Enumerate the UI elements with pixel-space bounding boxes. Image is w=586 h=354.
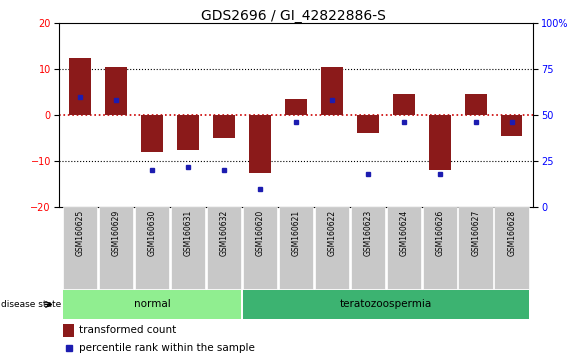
Text: GSM160629: GSM160629 — [112, 210, 121, 256]
Bar — [423, 207, 457, 289]
Text: GSM160631: GSM160631 — [183, 210, 193, 256]
Text: normal: normal — [134, 299, 171, 309]
Bar — [69, 57, 91, 115]
Text: GSM160625: GSM160625 — [76, 210, 84, 256]
Text: GDS2696 / GI_42822886-S: GDS2696 / GI_42822886-S — [200, 9, 386, 23]
Bar — [315, 207, 349, 289]
Text: GSM160630: GSM160630 — [148, 210, 156, 256]
Text: GSM160620: GSM160620 — [255, 210, 264, 256]
Text: GSM160621: GSM160621 — [291, 210, 301, 256]
Bar — [429, 115, 451, 170]
Bar — [99, 207, 134, 289]
Bar — [465, 95, 486, 115]
Bar — [350, 207, 385, 289]
Text: GSM160624: GSM160624 — [399, 210, 408, 256]
Bar — [63, 324, 74, 337]
Bar — [285, 99, 306, 115]
Text: GSM160623: GSM160623 — [363, 210, 372, 256]
Bar — [495, 207, 529, 289]
Text: GSM160627: GSM160627 — [471, 210, 480, 256]
Bar — [135, 207, 169, 289]
Bar — [141, 115, 163, 152]
Text: disease state: disease state — [1, 300, 61, 309]
Text: GSM160626: GSM160626 — [435, 210, 444, 256]
Text: percentile rank within the sample: percentile rank within the sample — [79, 343, 254, 353]
Bar — [63, 290, 241, 319]
Bar — [321, 67, 343, 115]
Bar — [501, 115, 523, 136]
Bar — [213, 115, 235, 138]
Text: transformed count: transformed count — [79, 325, 176, 335]
Bar — [387, 207, 421, 289]
Text: GSM160632: GSM160632 — [220, 210, 229, 256]
Bar — [357, 115, 379, 133]
Bar — [279, 207, 313, 289]
Text: GSM160628: GSM160628 — [507, 210, 516, 256]
Bar — [177, 115, 199, 149]
Bar — [207, 207, 241, 289]
Bar — [458, 207, 493, 289]
Bar — [63, 207, 97, 289]
Text: GSM160622: GSM160622 — [328, 210, 336, 256]
Bar — [249, 115, 271, 173]
Bar — [243, 207, 277, 289]
Text: teratozoospermia: teratozoospermia — [340, 299, 432, 309]
Bar — [243, 290, 529, 319]
Bar — [105, 67, 127, 115]
Bar — [393, 95, 414, 115]
Bar — [171, 207, 205, 289]
